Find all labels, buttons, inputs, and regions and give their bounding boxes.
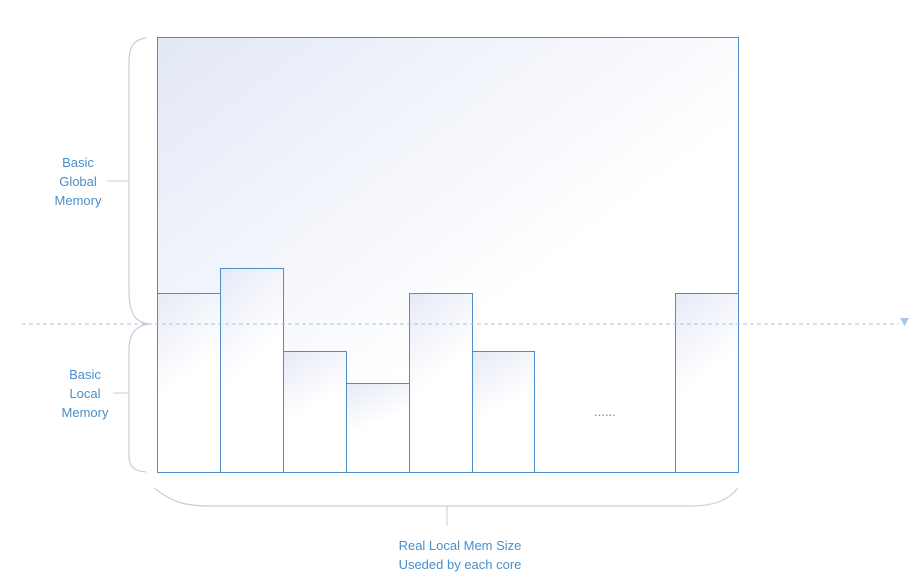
core-column-3 — [283, 351, 347, 473]
bottom-brace — [153, 487, 739, 507]
arrow-right-icon — [900, 318, 909, 326]
local-memory-label: Basic Local Memory — [50, 365, 120, 422]
core-column-2 — [220, 268, 284, 473]
bottom-label-line-2: Useded by each core — [398, 557, 522, 572]
global-memory-label: Basic Global Memory — [43, 153, 113, 210]
bottom-label-line-1: Real Local Mem Size — [398, 538, 522, 553]
core-column-last — [675, 293, 739, 473]
local-memory-columns — [157, 268, 739, 473]
local-label-line-3: Memory — [61, 405, 109, 420]
local-label-line-1: Basic — [69, 367, 101, 382]
ellipsis-label: ...... — [594, 404, 616, 419]
global-label-line-2: Global — [59, 174, 97, 189]
global-label-line-1: Basic — [62, 155, 94, 170]
global-memory-brace — [128, 37, 152, 325]
global-label-line-3: Memory — [54, 193, 102, 208]
local-memory-brace — [128, 323, 152, 473]
core-column-6 — [472, 351, 535, 473]
core-column-1 — [157, 293, 221, 473]
core-column-5 — [409, 293, 473, 473]
local-label-line-2: Local — [69, 386, 101, 401]
core-column-4 — [346, 383, 410, 473]
real-local-mem-size-label: Real Local Mem Size Useded by each core — [360, 536, 560, 574]
